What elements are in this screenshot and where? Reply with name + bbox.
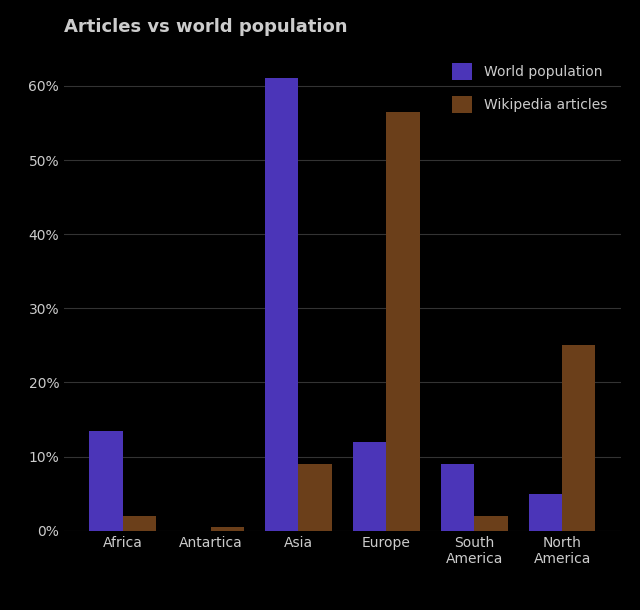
Bar	[265, 79, 298, 531]
Bar	[298, 464, 332, 531]
Bar	[387, 112, 420, 531]
Bar	[474, 516, 508, 531]
Bar	[529, 493, 562, 531]
Bar	[211, 527, 244, 531]
Bar	[441, 464, 474, 531]
Legend: World population, Wikipedia articles: World population, Wikipedia articles	[445, 56, 614, 120]
Bar	[90, 431, 123, 531]
Bar	[353, 442, 387, 531]
Text: Articles vs world population: Articles vs world population	[64, 18, 348, 36]
Bar	[562, 345, 595, 531]
Bar	[123, 516, 156, 531]
